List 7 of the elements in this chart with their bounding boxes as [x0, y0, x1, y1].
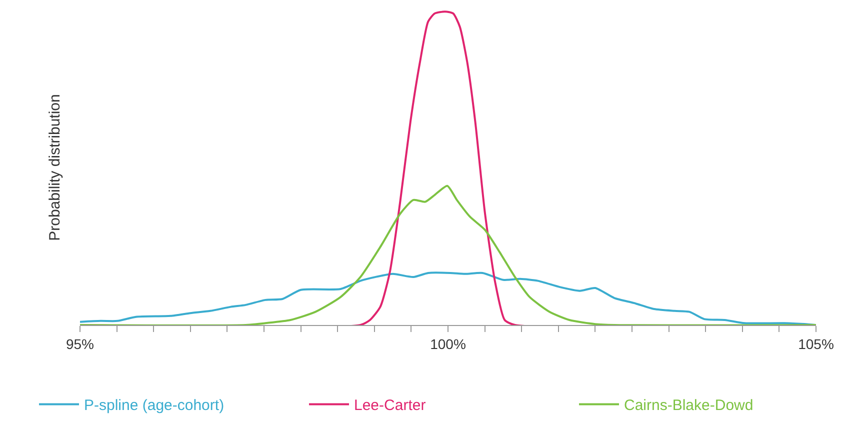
legend-label: Cairns-Blake-Dowd	[624, 397, 754, 414]
legend-label: P-spline (age-cohort)	[84, 397, 224, 414]
x-tick-label: 105%	[798, 336, 834, 352]
x-tick-label: 100%	[430, 336, 466, 352]
x-tick-label: 95%	[66, 336, 94, 352]
y-axis-title: Probability distribution	[46, 94, 64, 241]
legend-label: Lee-Carter	[354, 397, 426, 414]
